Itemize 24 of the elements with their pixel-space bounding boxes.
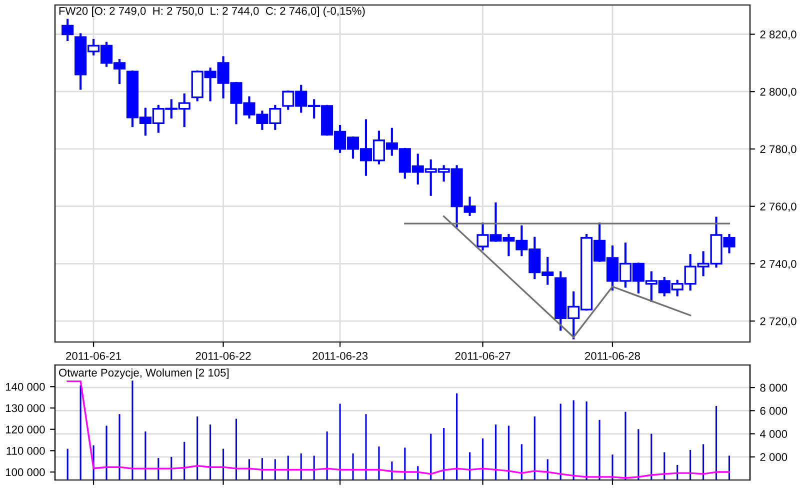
y-tick-label: 130 000 <box>6 404 45 412</box>
candlestick <box>62 18 74 42</box>
x-tick-label: 2011-06-28 <box>585 352 640 360</box>
y-tick-label: 2 800,0 <box>760 88 796 98</box>
y-tick-label: 2 760,0 <box>760 202 796 212</box>
y-tick-label: 140 000 <box>6 382 45 391</box>
y-tick-label: 2 780,0 <box>760 145 796 154</box>
chart-title: Otwarte Pozycje, Wolumen [2 105] <box>59 368 229 379</box>
x-tick-label: 2011-06-22 <box>196 352 251 360</box>
y-tick-label: 110 000 <box>6 446 45 455</box>
y2-tick-label: 6 000 <box>760 406 788 415</box>
y2-tick-label: 2 000 <box>760 453 788 462</box>
y2-tick-label: 8 000 <box>760 384 788 392</box>
line-series <box>66 380 730 479</box>
x-tick-label: 2011-06-27 <box>455 352 510 360</box>
y2-tick-label: 4 000 <box>760 430 788 438</box>
x-tick-label: 2011-06-23 <box>312 352 368 360</box>
y-tick-label: 2 720,0 <box>760 317 796 327</box>
y-tick-label: 2 740,0 <box>760 260 796 270</box>
x-tick-label: 2011-06-21 <box>66 352 121 360</box>
y-tick-label: 120 000 <box>6 426 45 434</box>
y-tick-label: 2 820,0 <box>760 30 796 40</box>
chart-title: FW20 [O: 2 749,0 H: 2 750,0 L: 2 744,0 C: 2 746,0] (-0,15%) <box>59 6 365 18</box>
y-tick-label: 100 000 <box>6 468 45 476</box>
